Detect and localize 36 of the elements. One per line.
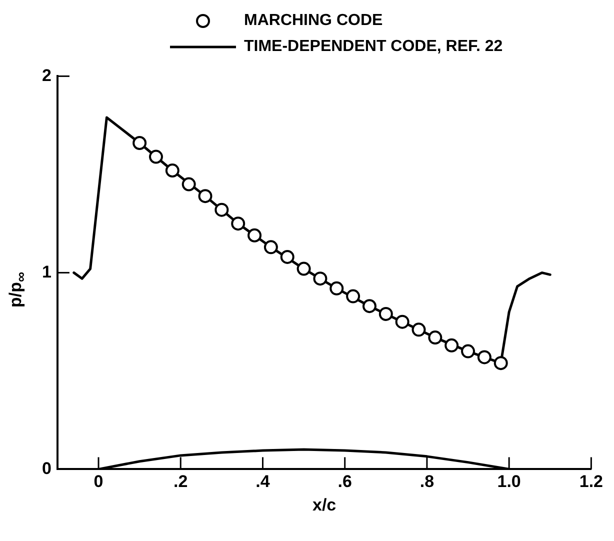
y-tick-label: 0: [42, 458, 52, 478]
legend-label: MARCHING CODE: [244, 11, 383, 31]
point: [477, 350, 492, 364]
point: [330, 281, 344, 296]
y-tick-label: 1: [42, 262, 52, 282]
point: [378, 306, 393, 321]
point: [280, 250, 294, 264]
point: [461, 344, 476, 358]
point: [412, 322, 426, 337]
point: [494, 356, 508, 370]
point: [395, 314, 410, 329]
point: [346, 289, 360, 304]
x-tick-label: 0: [94, 472, 104, 492]
x-tick-label: 1.2: [579, 472, 604, 492]
point: [198, 189, 212, 204]
x-tick-label: .2: [174, 472, 188, 492]
point: [148, 150, 163, 164]
point: [362, 299, 376, 314]
point: [428, 330, 442, 345]
x-tick-label: .8: [420, 472, 434, 492]
point: [231, 216, 246, 231]
x-tick-label: .4: [256, 472, 270, 492]
point: [248, 228, 262, 242]
x-axis-title: x/c: [312, 495, 336, 514]
point: [214, 202, 229, 217]
point: [444, 338, 459, 352]
point: [296, 262, 311, 276]
point: [264, 240, 278, 254]
legend-label: TIME-DEPENDENT CODE, REF. 22: [244, 37, 503, 57]
point: [313, 272, 328, 286]
point: [165, 164, 180, 178]
point: [132, 136, 147, 150]
x-tick-label: 1.0: [497, 472, 521, 492]
x-tick-label: .6: [338, 472, 352, 492]
y-tick-label: 2: [42, 66, 52, 85]
point: [182, 177, 196, 192]
